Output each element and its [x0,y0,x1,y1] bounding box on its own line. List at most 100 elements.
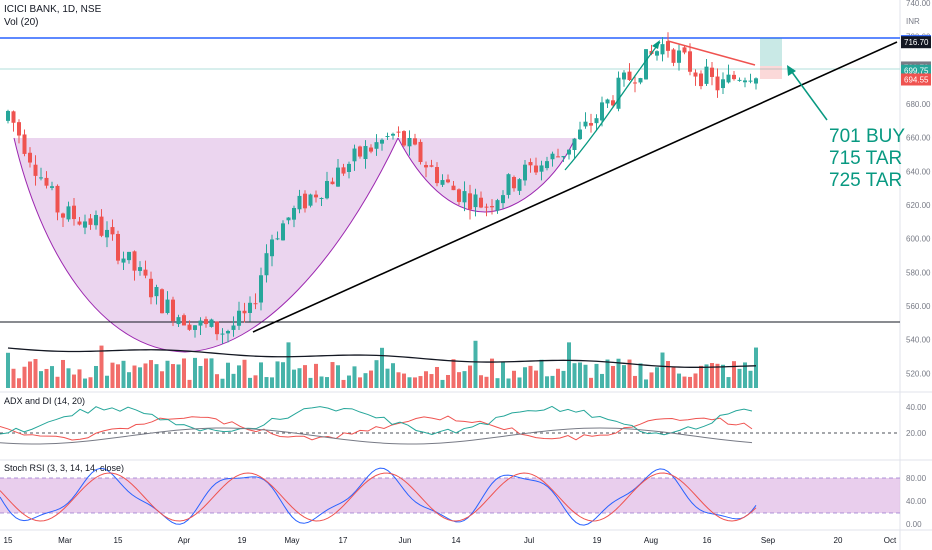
volume-bar [209,358,214,388]
candle-body [292,207,296,220]
volume-bar [363,373,368,388]
candle-body [286,217,291,221]
volume-bar [165,360,170,388]
candle-body [545,161,549,169]
adx-tick-label: 20.00 [906,429,927,438]
candle-body [402,131,406,146]
volume-bar [424,371,428,388]
volume-bar [281,362,285,388]
time-tick-label: 14 [452,536,461,545]
candle-body [611,100,615,106]
volume-bar [660,352,665,388]
price-tick-label: 660.00 [906,134,931,143]
annotation-line-target-1: 715 TAR [829,148,903,169]
adx-tick-label: 40.00 [906,403,927,412]
price-tick-label: 620.00 [906,201,931,210]
volume-bar [303,365,307,388]
candle-body [44,177,49,186]
time-tick-label: Jun [399,536,412,545]
projection-arrow-line [564,41,661,171]
stop-zone [760,66,782,79]
callout-arrowhead [787,65,796,76]
candle-body [182,315,186,326]
volume-bar [479,375,483,388]
volume-bar [556,368,560,388]
candle-body [308,194,313,206]
volume-bar [484,376,489,388]
candle-body [336,167,340,187]
candle-body [264,253,269,276]
volume-bar [44,368,49,388]
candle-body [259,275,263,303]
volume-bar [171,364,175,388]
volume-bar [308,377,313,388]
candle-body [363,146,368,160]
candle-body [495,200,500,211]
candle-body [748,80,753,82]
candle-body [72,205,76,220]
volume-bar [451,359,456,388]
volume-bar [506,378,511,388]
adx-line [0,427,753,445]
candle-body [61,213,65,218]
candle-body [220,333,225,335]
annotation-line-buy: 701 BUY [829,126,906,147]
candle-body [528,162,533,166]
volume-bar [704,364,709,388]
volume-bar [198,365,203,388]
candle-body [490,206,494,208]
volume-bar [237,365,241,388]
time-tick-label: 17 [339,536,348,545]
projection-arrowhead [652,40,660,49]
candle-body [638,78,643,83]
candle-body [314,194,318,198]
annotation-line-target-2: 725 TAR [829,170,903,191]
volume-bar [50,366,54,388]
stoch-band [0,478,900,513]
volume-bar [132,365,137,388]
volume-bar [446,374,450,388]
candle-body [369,147,373,152]
candle-body [429,165,434,167]
trade-annotation: 701 BUY 715 TAR 725 TAR [829,126,905,192]
volume-bar [77,369,82,388]
volume-bar [743,362,747,388]
candle-body [275,238,280,240]
volume-bar [473,340,478,388]
candle-body [578,129,582,140]
volume-bar [616,358,621,388]
volume-bar [182,358,186,388]
candle-body [88,218,93,225]
price-tag-label: 699.75 [904,67,929,76]
volume-bar [347,375,351,388]
candle-body [550,153,555,160]
candle-body [726,74,731,83]
volume-bar [121,360,126,388]
volume-bar [105,375,109,388]
volume-bar [154,364,159,388]
volume-bar [627,359,632,388]
candle-body [121,258,126,263]
candle-body [83,221,87,228]
candle-body [237,310,241,326]
candle-body [688,51,692,72]
volume-bar [264,377,269,388]
volume-bar [55,376,60,388]
candle-body [193,325,197,330]
volume-bar [83,378,87,388]
candle-body [248,302,252,313]
volume-bar [721,364,725,388]
candle-body [231,325,236,330]
volume-bar [726,377,731,388]
candle-body [605,99,610,104]
volume-bar [413,377,417,388]
volume-bar [39,371,43,388]
volume-bar [649,372,654,388]
ascending-trendline [252,41,898,333]
candle-body [440,180,445,185]
volume-bar [600,373,604,388]
volume-bar [297,368,302,388]
price-tick-label: 600.00 [906,235,931,244]
volume-bar [319,376,324,388]
